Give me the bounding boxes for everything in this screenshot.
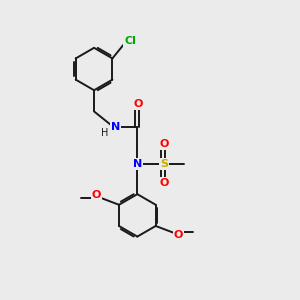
Text: O: O	[133, 99, 142, 109]
Text: N: N	[111, 122, 120, 132]
Text: O: O	[159, 178, 169, 188]
Text: O: O	[159, 140, 169, 149]
Text: O: O	[173, 230, 183, 240]
Text: N: N	[133, 159, 142, 169]
Text: O: O	[92, 190, 101, 200]
Text: S: S	[160, 159, 168, 169]
Text: H: H	[101, 128, 109, 138]
Text: Cl: Cl	[124, 36, 136, 46]
